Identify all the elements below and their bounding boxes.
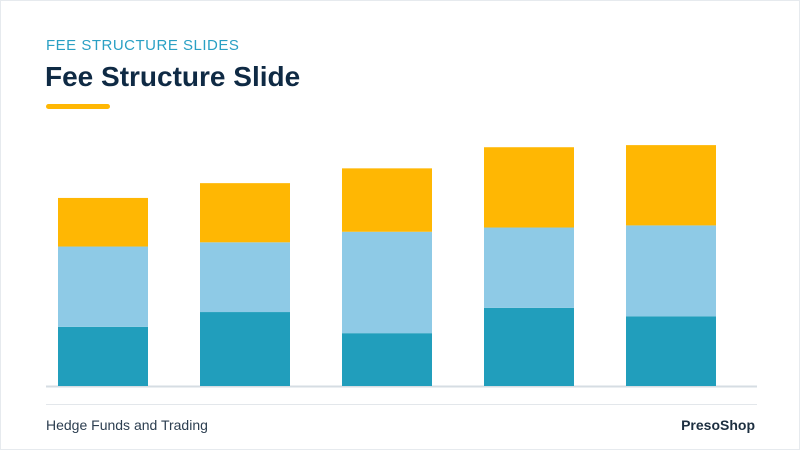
bar-2-segment-2 <box>200 242 290 313</box>
bar-5-segment-3 <box>626 145 716 226</box>
bar-4-segment-1 <box>484 307 574 386</box>
footer-brand: PresoShop <box>681 417 755 433</box>
slide-title: Fee Structure Slide <box>45 61 301 92</box>
title-underline-accent <box>46 104 110 109</box>
footer-divider <box>46 404 757 405</box>
bar-1-segment-3 <box>58 197 148 247</box>
bar-2-segment-1 <box>200 312 290 386</box>
bar-3-segment-1 <box>342 333 432 386</box>
bar-2-segment-3 <box>200 183 290 243</box>
bar-1-segment-1 <box>58 326 148 386</box>
bar-3-segment-3 <box>342 168 432 232</box>
footer-subtitle: Hedge Funds and Trading <box>46 417 208 433</box>
bar-3-segment-2 <box>342 231 432 334</box>
bar-5-segment-2 <box>626 225 716 317</box>
slide-kicker: FEE STRUCTURE SLIDES <box>46 37 240 54</box>
bar-1-segment-2 <box>58 246 148 327</box>
bar-4-segment-2 <box>484 227 574 308</box>
bar-5-segment-1 <box>626 316 716 386</box>
bar-4-segment-3 <box>484 147 574 228</box>
